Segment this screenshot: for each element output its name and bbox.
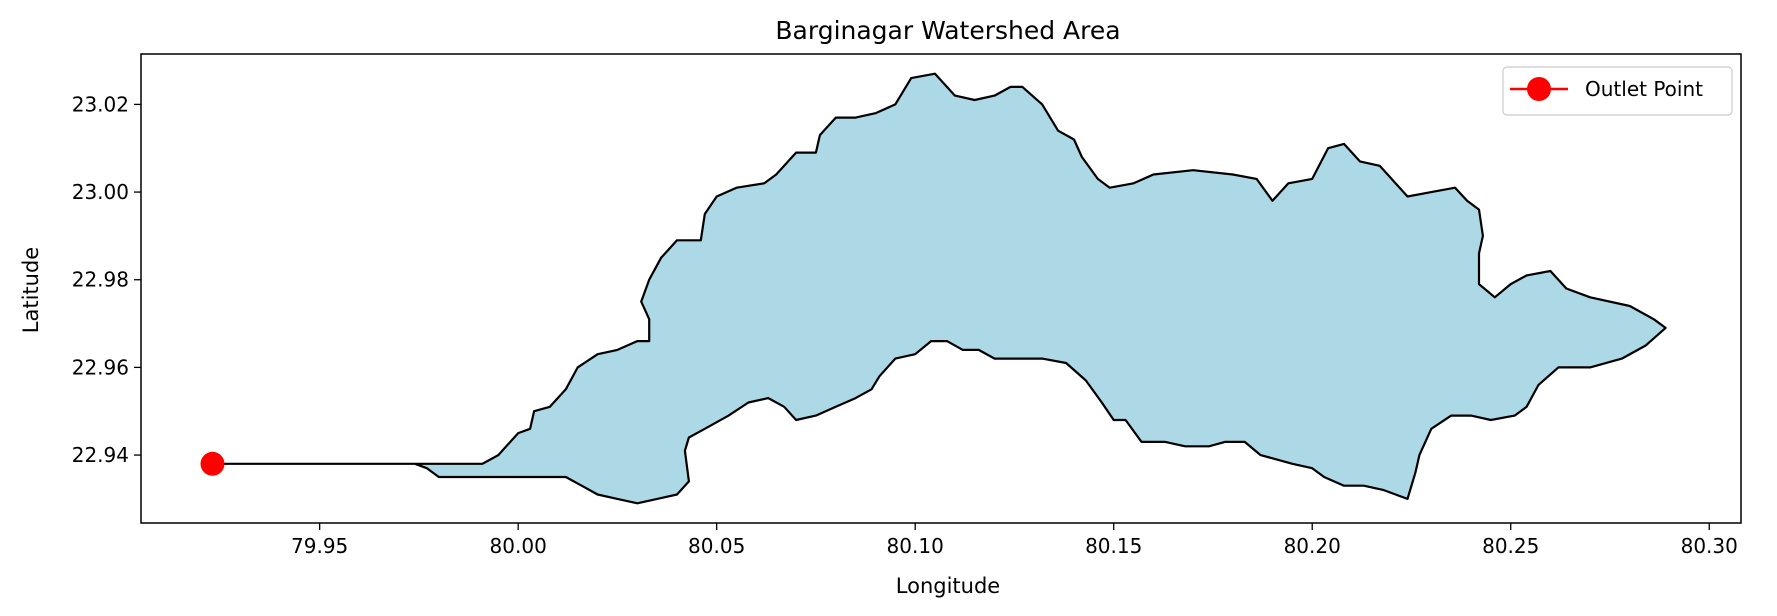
legend-box [1502,66,1733,116]
y-axis-title: Latitude [19,247,43,333]
y-axis-ticks: 22.94 22.96 22.98 23.00 23.02 [72,92,141,467]
legend-label-outlet-point: Outlet Point [1585,77,1703,101]
legend: Outlet Point [1502,66,1733,116]
x-tick-label: 80.05 [688,534,745,558]
x-axis-title: Longitude [896,574,1000,598]
x-tick-label: 80.10 [887,534,944,558]
x-tick-label: 80.25 [1482,534,1539,558]
y-tick-label: 23.00 [72,180,129,204]
plot-frame [140,53,1742,524]
x-tick-label: 80.30 [1681,534,1738,558]
x-tick-label: 79.95 [291,534,348,558]
outlet-point-marker [200,451,225,476]
chart-title: Barginagar Watershed Area [775,16,1120,45]
x-axis-ticks: 79.95 80.00 80.05 80.10 80.15 80.20 80.25 80.30 [291,523,1738,558]
map-layer [200,72,1667,505]
y-tick-label: 22.98 [72,268,129,292]
legend-marker-swatch [1527,77,1551,101]
x-tick-label: 80.15 [1085,534,1142,558]
x-tick-label: 80.00 [490,534,547,558]
y-tick-label: 22.94 [72,443,129,467]
x-tick-label: 80.20 [1284,534,1341,558]
watershed-boundary [211,72,1667,505]
y-tick-label: 22.96 [72,355,129,379]
y-tick-label: 23.02 [72,92,129,116]
